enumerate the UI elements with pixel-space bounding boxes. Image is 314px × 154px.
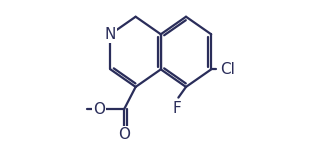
Text: Cl: Cl <box>220 62 235 77</box>
Text: O: O <box>93 101 105 117</box>
Text: N: N <box>105 27 116 42</box>
Text: F: F <box>172 101 181 116</box>
Text: O: O <box>118 128 130 142</box>
